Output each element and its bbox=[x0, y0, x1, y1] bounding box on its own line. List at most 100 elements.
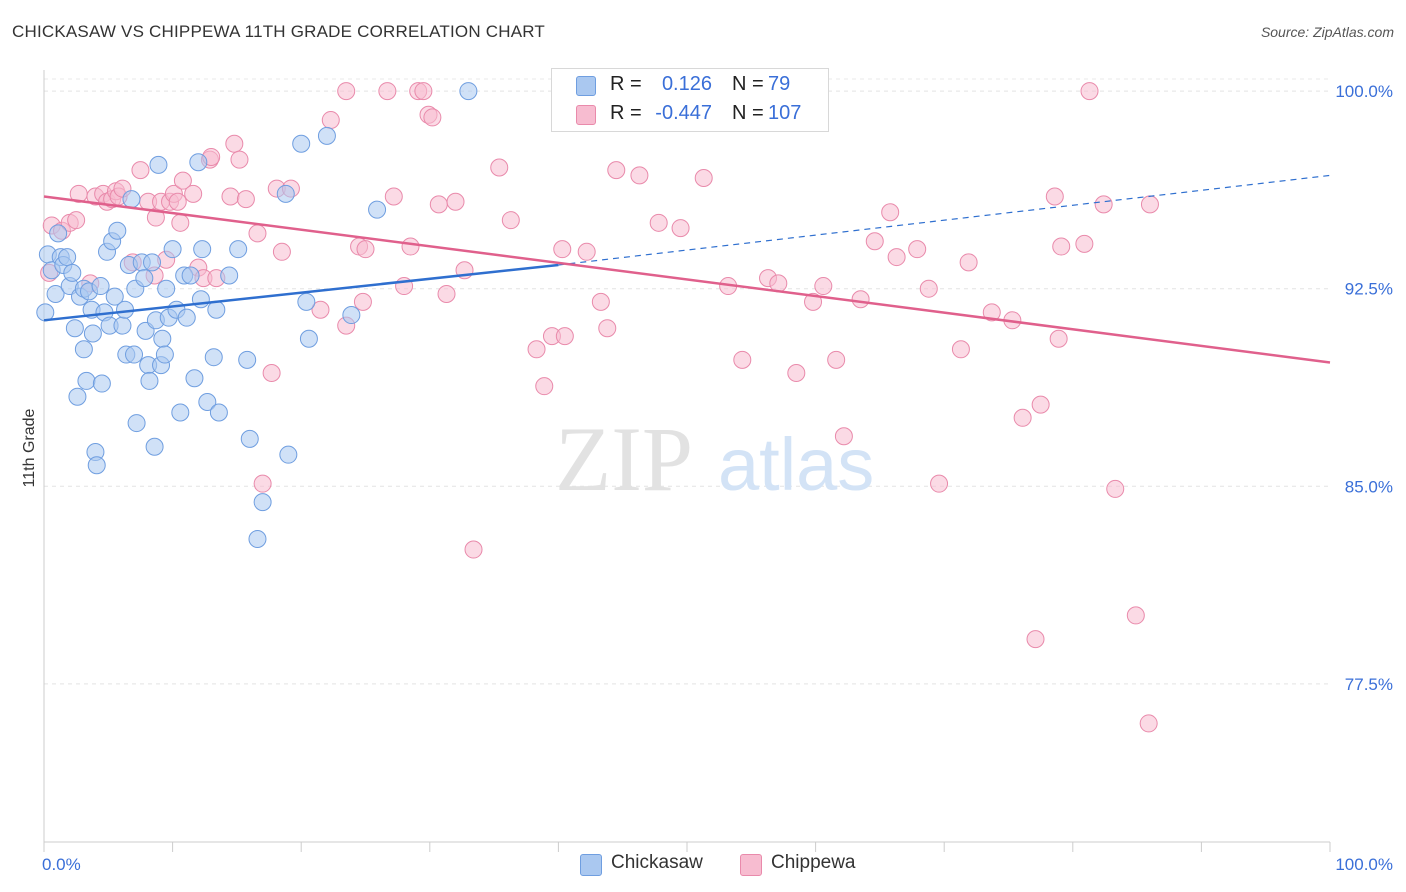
watermark-zip: ZIP bbox=[555, 408, 693, 510]
data-point-chippewa bbox=[951, 340, 970, 359]
data-point-chippewa bbox=[527, 340, 546, 359]
legend-row-chippewa: R = -0.447 N = 107 bbox=[552, 100, 828, 130]
data-point-chickasaw bbox=[181, 266, 200, 285]
data-point-chippewa bbox=[919, 279, 938, 298]
data-point-chippewa bbox=[865, 232, 884, 251]
data-point-chippewa bbox=[555, 327, 574, 346]
data-point-chippewa bbox=[401, 237, 420, 256]
data-point-chippewa bbox=[230, 150, 249, 169]
data-point-chippewa bbox=[225, 134, 244, 153]
legend-n-label: N = bbox=[732, 102, 764, 124]
data-point-chippewa bbox=[694, 169, 713, 188]
data-point-chippewa bbox=[733, 350, 752, 369]
data-point-chickasaw bbox=[299, 329, 318, 348]
data-point-chippewa bbox=[1106, 479, 1125, 498]
data-point-chippewa bbox=[446, 192, 465, 211]
data-point-chippewa bbox=[930, 474, 949, 493]
data-point-chickasaw bbox=[125, 345, 144, 364]
data-point-chippewa bbox=[1049, 329, 1068, 348]
data-point-chickasaw bbox=[238, 350, 257, 369]
data-point-chickasaw bbox=[157, 279, 176, 298]
x-tick-label: 0.0% bbox=[42, 855, 81, 874]
x-tick-label: 100.0% bbox=[1335, 855, 1393, 874]
data-point-chippewa bbox=[908, 240, 927, 259]
series-legend: Chickasaw Chippewa bbox=[0, 852, 1406, 878]
y-tick-label: 77.5% bbox=[1345, 675, 1393, 694]
legend-n-value: 79 bbox=[768, 73, 791, 95]
data-point-chickasaw bbox=[209, 403, 228, 422]
legend-swatch-chickasaw bbox=[580, 854, 602, 876]
data-point-chippewa bbox=[414, 82, 433, 101]
data-point-chickasaw bbox=[204, 348, 223, 367]
data-point-chickasaw bbox=[368, 200, 387, 219]
y-tick-label: 100.0% bbox=[1335, 82, 1393, 101]
data-point-chickasaw bbox=[189, 153, 208, 172]
data-point-chippewa bbox=[253, 474, 272, 493]
data-point-chippewa bbox=[337, 82, 356, 101]
legend-row-chickasaw: R = 0.126 N = 79 bbox=[552, 71, 828, 101]
data-point-chickasaw bbox=[105, 287, 124, 306]
data-point-chippewa bbox=[887, 248, 906, 267]
data-point-chippewa bbox=[272, 242, 291, 261]
data-point-chippewa bbox=[535, 377, 554, 396]
legend-label-chippewa: Chippewa bbox=[771, 852, 856, 873]
trend-line-chickasaw bbox=[43, 263, 559, 322]
data-point-chickasaw bbox=[317, 126, 336, 145]
legend-swatch-chippewa bbox=[740, 854, 762, 876]
data-point-chippewa bbox=[1045, 187, 1064, 206]
data-point-chickasaw bbox=[68, 387, 87, 406]
data-point-chippewa bbox=[577, 242, 596, 261]
data-point-chippewa bbox=[598, 319, 617, 338]
tick-labels: 100.0% 92.5% 85.0% 77.5% 0.0% 100.0% bbox=[42, 82, 1393, 874]
data-point-chickasaw bbox=[193, 240, 212, 259]
trend-line-chippewa bbox=[43, 195, 1331, 364]
legend-swatch-chickasaw bbox=[576, 76, 596, 96]
data-point-chickasaw bbox=[153, 329, 172, 348]
data-point-chippewa bbox=[423, 108, 442, 127]
data-point-chippewa bbox=[353, 292, 372, 311]
data-point-chippewa bbox=[429, 195, 448, 214]
data-point-chippewa bbox=[591, 292, 610, 311]
series-chickasaw-points bbox=[36, 82, 478, 548]
data-point-chickasaw bbox=[292, 134, 311, 153]
data-point-chippewa bbox=[168, 192, 187, 211]
data-point-chippewa bbox=[184, 184, 203, 203]
chart-title: CHICKASAW VS CHIPPEWA 11TH GRADE CORRELA… bbox=[12, 22, 545, 41]
legend-r-value: 0.126 bbox=[661, 73, 712, 95]
data-point-chippewa bbox=[1052, 237, 1071, 256]
legend-r-label: R = bbox=[610, 73, 642, 95]
data-point-chickasaw bbox=[276, 184, 295, 203]
stats-legend: R = 0.126 N = 79 R = -0.447 N = 107 bbox=[551, 68, 829, 132]
legend-swatch-chippewa bbox=[576, 105, 596, 125]
data-point-chickasaw bbox=[459, 82, 478, 101]
y-axis-label: 11th Grade bbox=[21, 408, 38, 487]
data-point-chippewa bbox=[1126, 606, 1145, 625]
data-point-chippewa bbox=[1075, 234, 1094, 253]
data-point-chippewa bbox=[607, 161, 626, 180]
data-point-chippewa bbox=[1031, 395, 1050, 414]
data-point-chippewa bbox=[804, 292, 823, 311]
data-point-chickasaw bbox=[58, 248, 77, 267]
data-point-chippewa bbox=[248, 224, 267, 243]
data-point-chippewa bbox=[1080, 82, 1099, 101]
data-point-chippewa bbox=[131, 161, 150, 180]
data-point-chippewa bbox=[171, 213, 190, 232]
data-point-chickasaw bbox=[177, 308, 196, 327]
data-point-chickasaw bbox=[63, 263, 82, 282]
legend-label-chickasaw: Chickasaw bbox=[611, 852, 703, 873]
data-point-chickasaw bbox=[143, 253, 162, 272]
data-point-chickasaw bbox=[229, 240, 248, 259]
data-point-chippewa bbox=[1140, 195, 1159, 214]
data-point-chickasaw bbox=[83, 324, 102, 343]
data-point-chickasaw bbox=[122, 190, 141, 209]
data-point-chickasaw bbox=[297, 292, 316, 311]
data-point-chickasaw bbox=[49, 224, 68, 243]
data-point-chickasaw bbox=[149, 155, 168, 174]
data-point-chickasaw bbox=[87, 456, 106, 475]
data-point-chippewa bbox=[262, 364, 281, 383]
legend-r-value: -0.447 bbox=[655, 102, 712, 124]
data-point-chickasaw bbox=[240, 429, 259, 448]
data-point-chickasaw bbox=[207, 300, 226, 319]
data-point-chickasaw bbox=[220, 266, 239, 285]
